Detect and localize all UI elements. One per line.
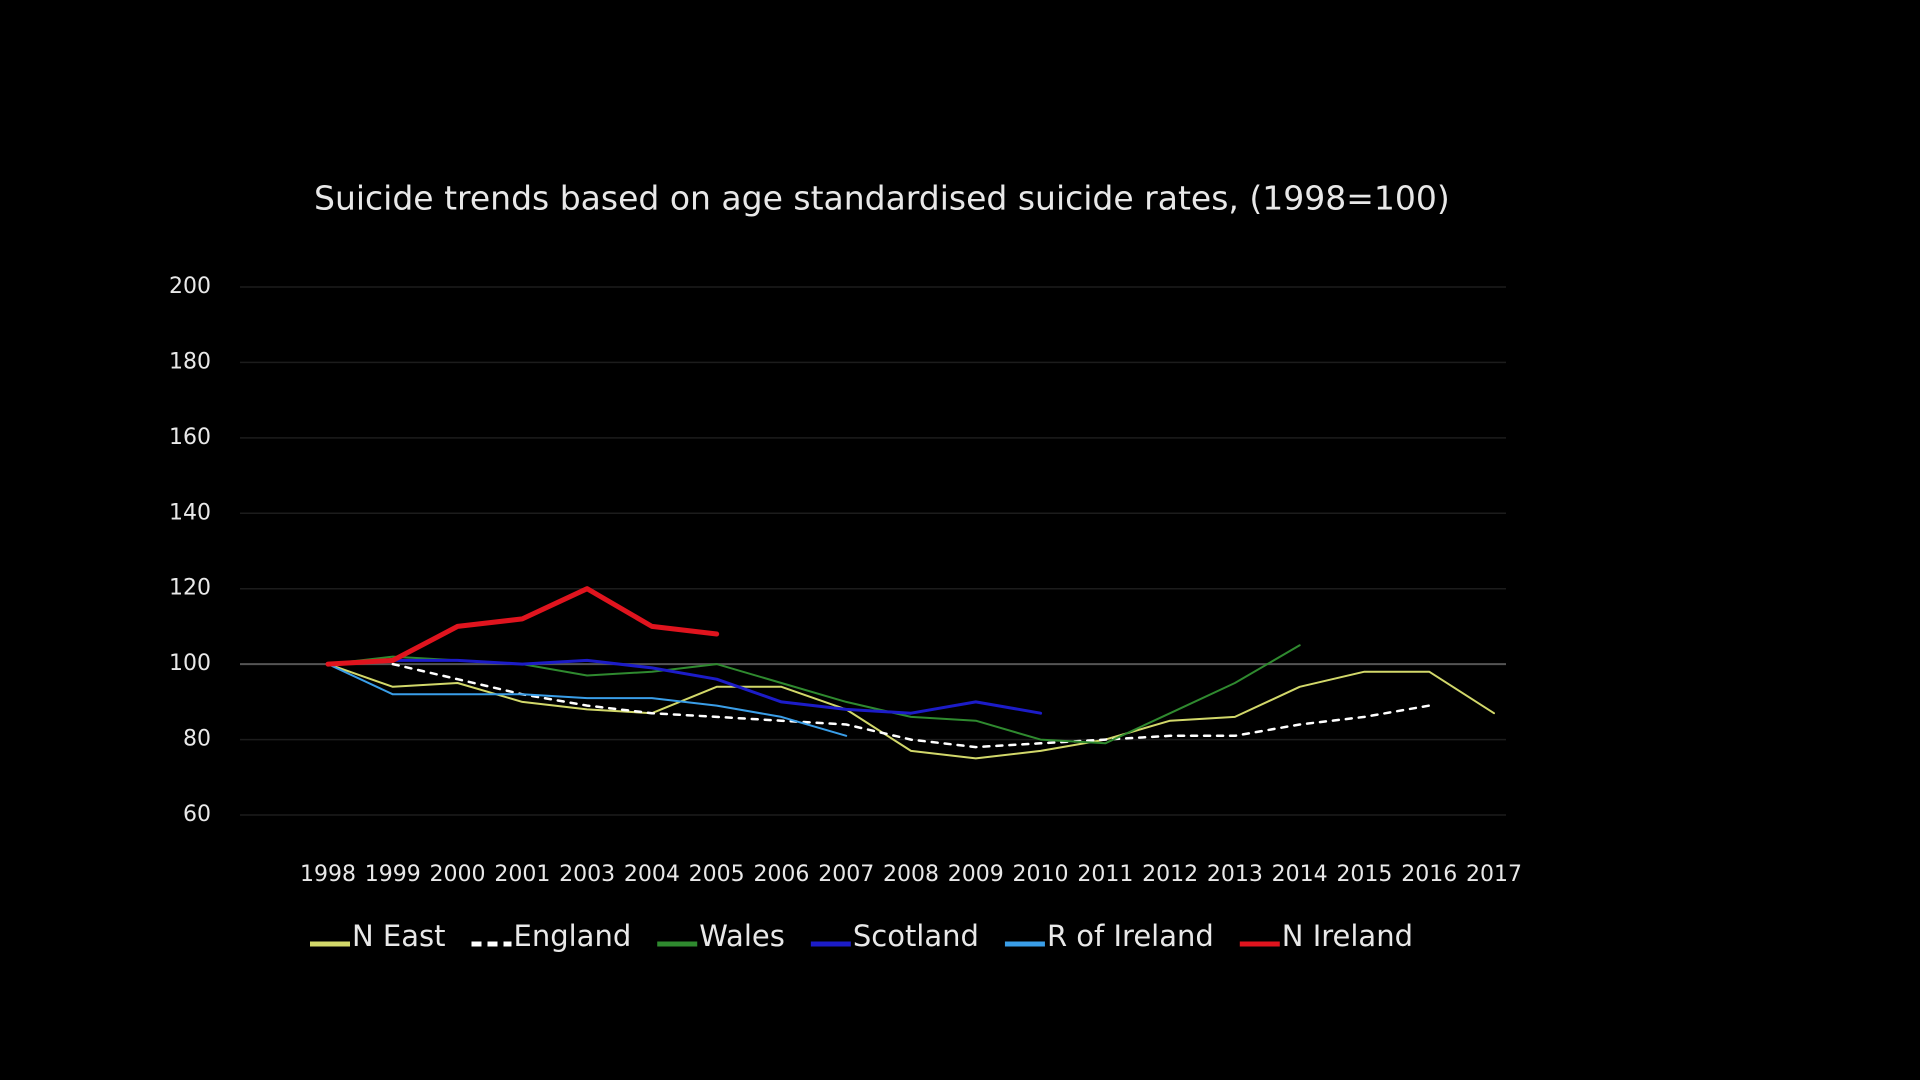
y-tick-label: 160 [169,425,211,450]
x-tick-label: 2012 [1142,862,1198,887]
x-tick-label: 2001 [494,862,550,887]
x-tick-label: 2015 [1336,862,1392,887]
y-tick-label: 200 [169,274,211,299]
x-tick-label: 2007 [818,862,874,887]
y-tick-label: 60 [183,802,211,827]
x-tick-label: 2004 [624,862,680,887]
chart-title: Suicide trends based on age standardised… [314,179,1450,218]
legend-label: Wales [699,919,785,953]
series-line [327,663,1495,760]
x-tick-label: 2009 [948,862,1004,887]
legend-label: England [514,919,632,953]
x-tick-label: 2010 [1013,862,1069,887]
y-tick-label: 80 [183,727,211,752]
series-line [325,586,720,667]
legend-label: Scotland [853,919,979,953]
y-tick-label: 140 [169,500,211,525]
y-tick-label: 120 [169,576,211,601]
x-tick-label: 2006 [753,862,809,887]
x-tick-label: 1998 [300,862,356,887]
x-tick-label: 1999 [365,862,421,887]
x-tick-label: 2014 [1272,862,1328,887]
x-tick-label: 2003 [559,862,615,887]
x-tick-label: 2005 [689,862,745,887]
x-tick-label: 2017 [1466,862,1522,887]
x-tick-label: 2000 [430,862,486,887]
series-line [327,663,848,737]
y-tick-label: 180 [169,349,211,374]
legend-label: N East [352,919,446,953]
y-tick-label: 100 [169,651,211,676]
x-tick-label: 2011 [1077,862,1133,887]
x-tick-label: 2016 [1401,862,1457,887]
x-tick-label: 2008 [883,862,939,887]
series-line [391,662,1431,749]
legend-label: R of Ireland [1047,919,1214,953]
series-line [326,658,1043,715]
x-tick-label: 2013 [1207,862,1263,887]
legend-label: N Ireland [1282,919,1413,953]
